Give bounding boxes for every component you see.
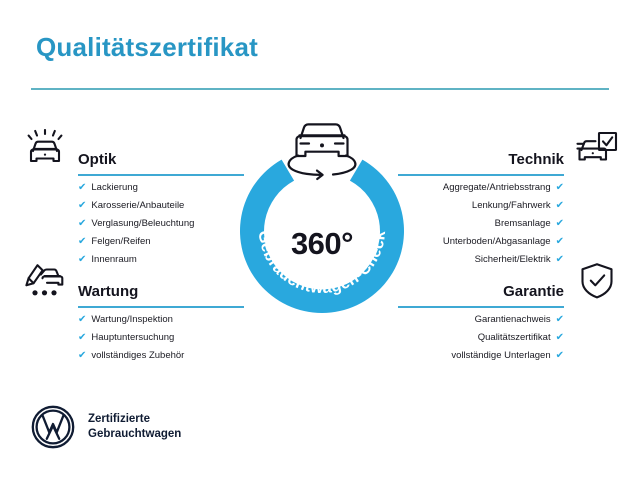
pen-car-checklist-icon: [22, 260, 68, 302]
check-icon: ✔: [555, 314, 564, 325]
check-icon: ✔: [555, 254, 564, 265]
list-item-label: Bremsanlage: [494, 218, 551, 230]
list-item: ✔ Innenraum: [78, 255, 244, 265]
badge-360-gebrauchtwagen-check: Gebrauchtwagen-Check 360°: [228, 112, 416, 322]
list-item-label: Sicherheit/Elektrik: [474, 254, 551, 266]
vw-logo-line2: Gebrauchtwagen: [88, 428, 182, 440]
list-item-label: Garantienachweis: [474, 314, 551, 326]
check-icon: ✔: [78, 236, 87, 247]
vw-logo-icon: [30, 404, 76, 450]
section-title-garantie: Garantie: [503, 283, 564, 300]
list-item-label: Unterboden/Abgasanlage: [442, 236, 551, 248]
list-item-label: Verglasung/Beleuchtung: [91, 218, 195, 230]
check-icon: ✔: [78, 350, 87, 361]
section-optik: Optik ✔ Lackierung ✔ Karosserie/Anbauteile…: [22, 126, 244, 273]
list-item: Unterboden/Abgasanlage ✔: [398, 237, 564, 247]
checklist-wartung: ✔ Wartung/Inspektion ✔ Hauptuntersuchung ✔…: [78, 315, 244, 361]
section-divider-garantie: [398, 306, 564, 308]
list-item-label: Aggregate/Antriebsstrang: [442, 182, 551, 194]
section-divider-wartung: [78, 306, 244, 308]
list-item-label: Qualitätszertifikat: [477, 332, 551, 344]
vw-logo-text: Zertifizierte Gebrauchtwagen: [88, 412, 181, 442]
car-checkbox-icon: [574, 128, 620, 170]
list-item: ✔ Karosserie/Anbauteile: [78, 201, 244, 211]
check-icon: ✔: [78, 314, 87, 325]
check-icon: ✔: [78, 182, 87, 193]
title-divider: [31, 88, 609, 90]
list-item-label: Lenkung/Fahrwerk: [471, 200, 551, 212]
checklist-optik: ✔ Lackierung ✔ Karosserie/Anbauteile ✔ Verg…: [78, 183, 244, 265]
section-title-wartung: Wartung: [78, 283, 139, 300]
section-technik: Technik Aggregate/Antriebsstrang ✔ Lenkun…: [398, 126, 620, 273]
list-item-label: vollständiges Zubehör: [91, 350, 185, 362]
list-item: Lenkung/Fahrwerk ✔: [398, 201, 564, 211]
vw-certified-logo: Zertifizierte Gebrauchtwagen: [30, 404, 181, 450]
section-title-optik: Optik: [78, 151, 117, 168]
section-garantie: Garantie Garantienachweis ✔ Qualitätszert…: [398, 258, 620, 369]
check-icon: ✔: [555, 200, 564, 211]
check-icon: ✔: [78, 332, 87, 343]
section-title-technik: Technik: [508, 151, 564, 168]
check-icon: ✔: [555, 218, 564, 229]
list-item: ✔ Hauptuntersuchung: [78, 333, 244, 343]
shield-check-icon: [574, 260, 620, 302]
list-item-label: Karosserie/Anbauteile: [91, 200, 185, 212]
checklist-technik: Aggregate/Antriebsstrang ✔ Lenkung/Fahrwe…: [398, 183, 564, 265]
list-item-label: vollständige Unterlagen: [451, 350, 551, 362]
list-item: Aggregate/Antriebsstrang ✔: [398, 183, 564, 193]
section-wartung: Wartung ✔ Wartung/Inspektion ✔ Hauptunters…: [22, 258, 244, 369]
check-icon: ✔: [78, 218, 87, 229]
list-item: Bremsanlage ✔: [398, 219, 564, 229]
check-icon: ✔: [78, 254, 87, 265]
check-icon: ✔: [555, 236, 564, 247]
list-item: ✔ Wartung/Inspektion: [78, 315, 244, 325]
list-item: Sicherheit/Elektrik ✔: [398, 255, 564, 265]
vw-logo-line1: Zertifizierte: [88, 412, 150, 425]
list-item: ✔ Verglasung/Beleuchtung: [78, 219, 244, 229]
list-item-label: Lackierung: [91, 182, 138, 194]
section-divider-technik: [398, 174, 564, 176]
list-item: ✔ Lackierung: [78, 183, 244, 193]
list-item: vollständige Unterlagen ✔: [398, 351, 564, 361]
check-icon: ✔: [555, 350, 564, 361]
list-item-label: Felgen/Reifen: [91, 236, 151, 248]
list-item: Garantienachweis ✔: [398, 315, 564, 325]
list-item: ✔ Felgen/Reifen: [78, 237, 244, 247]
page-title: Qualitätszertifikat: [36, 32, 258, 62]
list-item: Qualitätszertifikat ✔: [398, 333, 564, 343]
list-item-label: Innenraum: [91, 254, 137, 266]
check-icon: ✔: [555, 182, 564, 193]
ring-shape: [240, 159, 404, 313]
list-item: ✔ vollständiges Zubehör: [78, 351, 244, 361]
list-item-label: Hauptuntersuchung: [91, 332, 175, 344]
badge-center-value: 360°: [290, 226, 354, 261]
car-rotate-icon: [287, 123, 357, 181]
list-item-label: Wartung/Inspektion: [91, 314, 173, 326]
section-divider-optik: [78, 174, 244, 176]
checklist-garantie: Garantienachweis ✔ Qualitätszertifikat ✔ v…: [398, 315, 564, 361]
check-icon: ✔: [555, 332, 564, 343]
check-icon: ✔: [78, 200, 87, 211]
car-shine-icon: [22, 128, 68, 170]
